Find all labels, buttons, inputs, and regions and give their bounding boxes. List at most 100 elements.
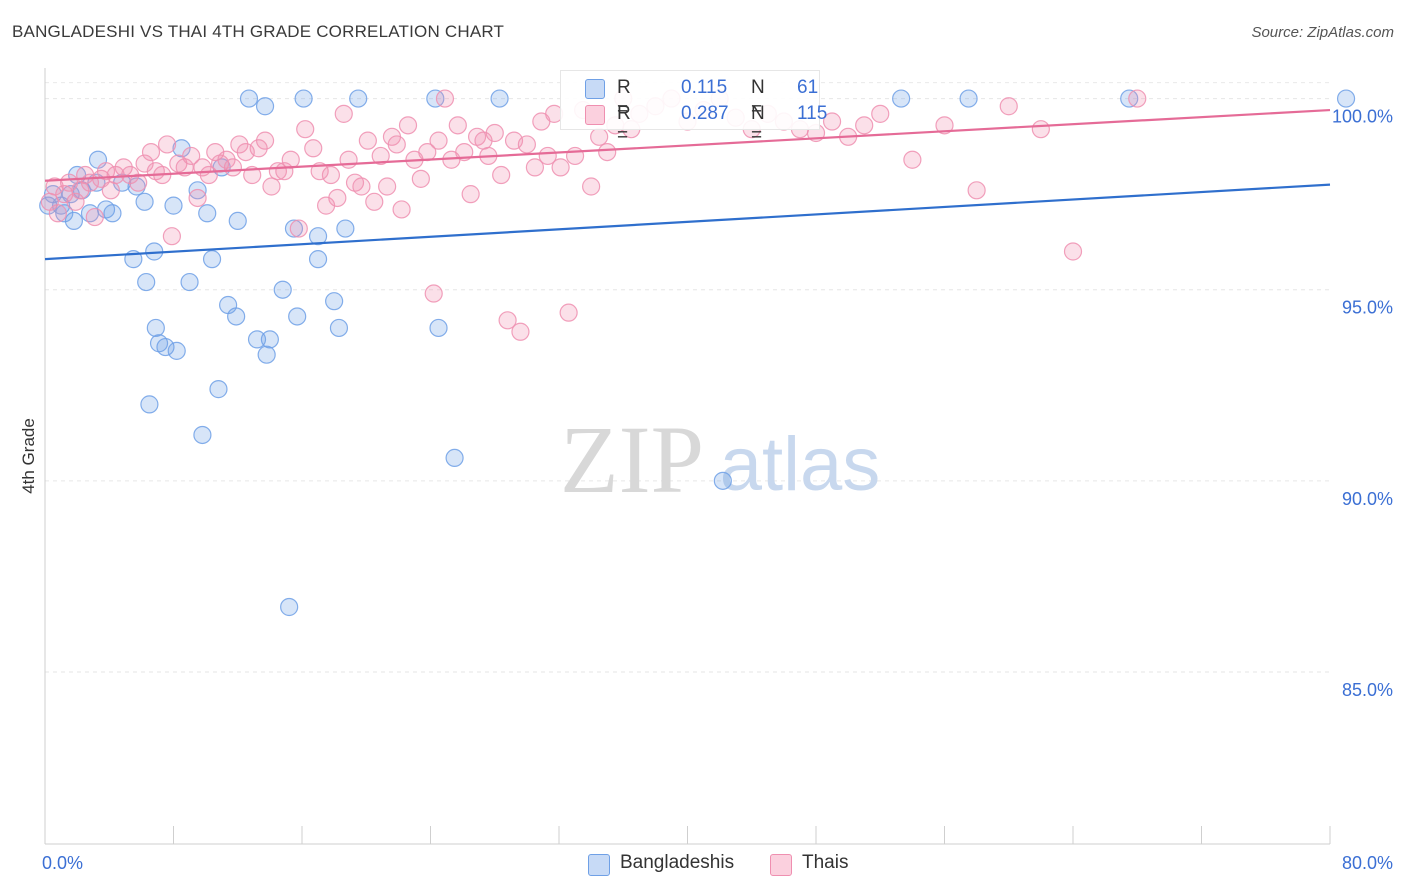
point-bangladeshi xyxy=(188,181,207,200)
point-thai xyxy=(582,177,601,196)
bottom-legend-label: Thais xyxy=(802,852,849,873)
trend-lines xyxy=(44,108,1331,261)
point-thai xyxy=(365,192,384,211)
legend-swatch-blue xyxy=(585,79,605,99)
point-thai xyxy=(243,165,262,185)
point-bangladeshi xyxy=(202,250,222,269)
point-thai xyxy=(598,142,617,162)
legend-n-value: 61 xyxy=(797,77,819,98)
point-thai xyxy=(223,158,243,177)
point-bangladeshi xyxy=(164,196,183,215)
point-thai xyxy=(559,303,578,322)
trend-line-thais xyxy=(44,108,1331,182)
point-bangladeshi xyxy=(55,204,74,223)
point-thai xyxy=(48,204,67,223)
point-bangladeshi xyxy=(1336,89,1356,108)
point-bangladeshi xyxy=(294,89,313,108)
point-thai xyxy=(871,104,890,123)
point-thai xyxy=(461,185,480,204)
point-bangladeshi xyxy=(198,204,217,223)
x-tick-label: 0.0% xyxy=(42,853,83,873)
point-thai xyxy=(822,112,842,131)
point-thai xyxy=(182,146,201,166)
legend-n-label: N = xyxy=(751,103,765,146)
point-bangladeshi xyxy=(156,337,175,357)
legend-r-label: R = xyxy=(617,103,631,146)
point-bangladeshi xyxy=(64,211,84,231)
legend-r-label: R = xyxy=(617,77,631,120)
point-bangladeshi xyxy=(247,330,267,349)
point-bangladeshi xyxy=(228,211,247,231)
point-bangladeshi xyxy=(713,471,732,490)
point-thai xyxy=(903,150,922,169)
point-thai xyxy=(352,177,371,196)
point-bangladeshi xyxy=(959,89,978,108)
point-bangladeshi xyxy=(445,448,464,468)
point-thai xyxy=(378,177,397,196)
point-thai xyxy=(538,146,557,166)
point-thai xyxy=(141,142,161,162)
point-thai xyxy=(296,120,315,139)
point-thai xyxy=(66,192,85,211)
point-thai xyxy=(1063,242,1083,261)
point-thai xyxy=(551,158,570,177)
point-thai xyxy=(590,127,609,146)
point-bangladeshi xyxy=(257,345,276,364)
point-bangladeshi xyxy=(308,227,328,246)
chart-title: BANGLADESHI VS THAI 4TH GRADE CORRELATIO… xyxy=(12,22,505,41)
point-thai xyxy=(498,311,517,330)
y-axis-title: 4th Grade xyxy=(19,418,38,494)
y-tick-label: 100.0% xyxy=(1332,107,1393,127)
point-thai xyxy=(387,135,406,154)
point-thai xyxy=(101,181,120,200)
point-bangladeshi xyxy=(227,307,246,326)
point-bangladeshi xyxy=(193,425,212,445)
trend-line-bangladeshis xyxy=(44,183,1331,261)
point-thai xyxy=(429,131,448,150)
point-thai xyxy=(999,97,1018,116)
legend-n-value: 115 xyxy=(797,103,828,124)
point-thai xyxy=(262,177,281,196)
legend-r-value: 0.287 xyxy=(681,103,729,124)
point-thai xyxy=(392,200,411,219)
point-bangladeshi xyxy=(349,89,368,108)
point-bangladeshi xyxy=(146,318,165,338)
point-thai xyxy=(328,188,347,208)
point-bangladeshi xyxy=(260,330,279,349)
point-thai xyxy=(96,162,116,181)
bottom-legend-label: Bangladeshis xyxy=(620,852,735,873)
point-thai xyxy=(304,139,323,158)
point-bangladeshi xyxy=(329,318,349,338)
point-bangladeshi xyxy=(490,89,509,108)
point-thai xyxy=(411,169,430,188)
point-thai xyxy=(1128,89,1147,108)
y-tick-label: 85.0% xyxy=(1342,680,1393,700)
point-thai xyxy=(511,322,530,341)
point-thai xyxy=(935,116,954,135)
point-bangladeshi xyxy=(325,292,344,311)
point-thai xyxy=(334,104,353,123)
point-thai xyxy=(967,181,986,200)
bottom-legend-swatch-blue xyxy=(588,854,610,876)
point-thai xyxy=(281,150,300,169)
point-thai xyxy=(565,146,585,166)
point-thai xyxy=(398,116,418,135)
point-thai xyxy=(289,219,308,238)
point-bangladeshi xyxy=(284,219,304,238)
point-bangladeshi xyxy=(180,272,199,292)
point-bangladeshi xyxy=(103,204,122,223)
legend-r-value: 0.115 xyxy=(681,77,728,98)
bottom-legend-swatch-pink xyxy=(770,854,792,876)
point-bangladeshi xyxy=(135,192,154,211)
point-bangladeshi xyxy=(308,250,328,269)
watermark-zip: ZIP xyxy=(560,406,704,513)
y-tick-label: 90.0% xyxy=(1342,489,1393,509)
point-thai xyxy=(448,116,467,135)
point-bangladeshi xyxy=(137,272,156,292)
point-thai xyxy=(85,207,104,227)
point-thai xyxy=(517,135,536,154)
point-thai xyxy=(485,123,504,143)
point-thai xyxy=(1031,120,1050,139)
point-thai xyxy=(321,165,341,185)
point-thai xyxy=(175,158,194,177)
